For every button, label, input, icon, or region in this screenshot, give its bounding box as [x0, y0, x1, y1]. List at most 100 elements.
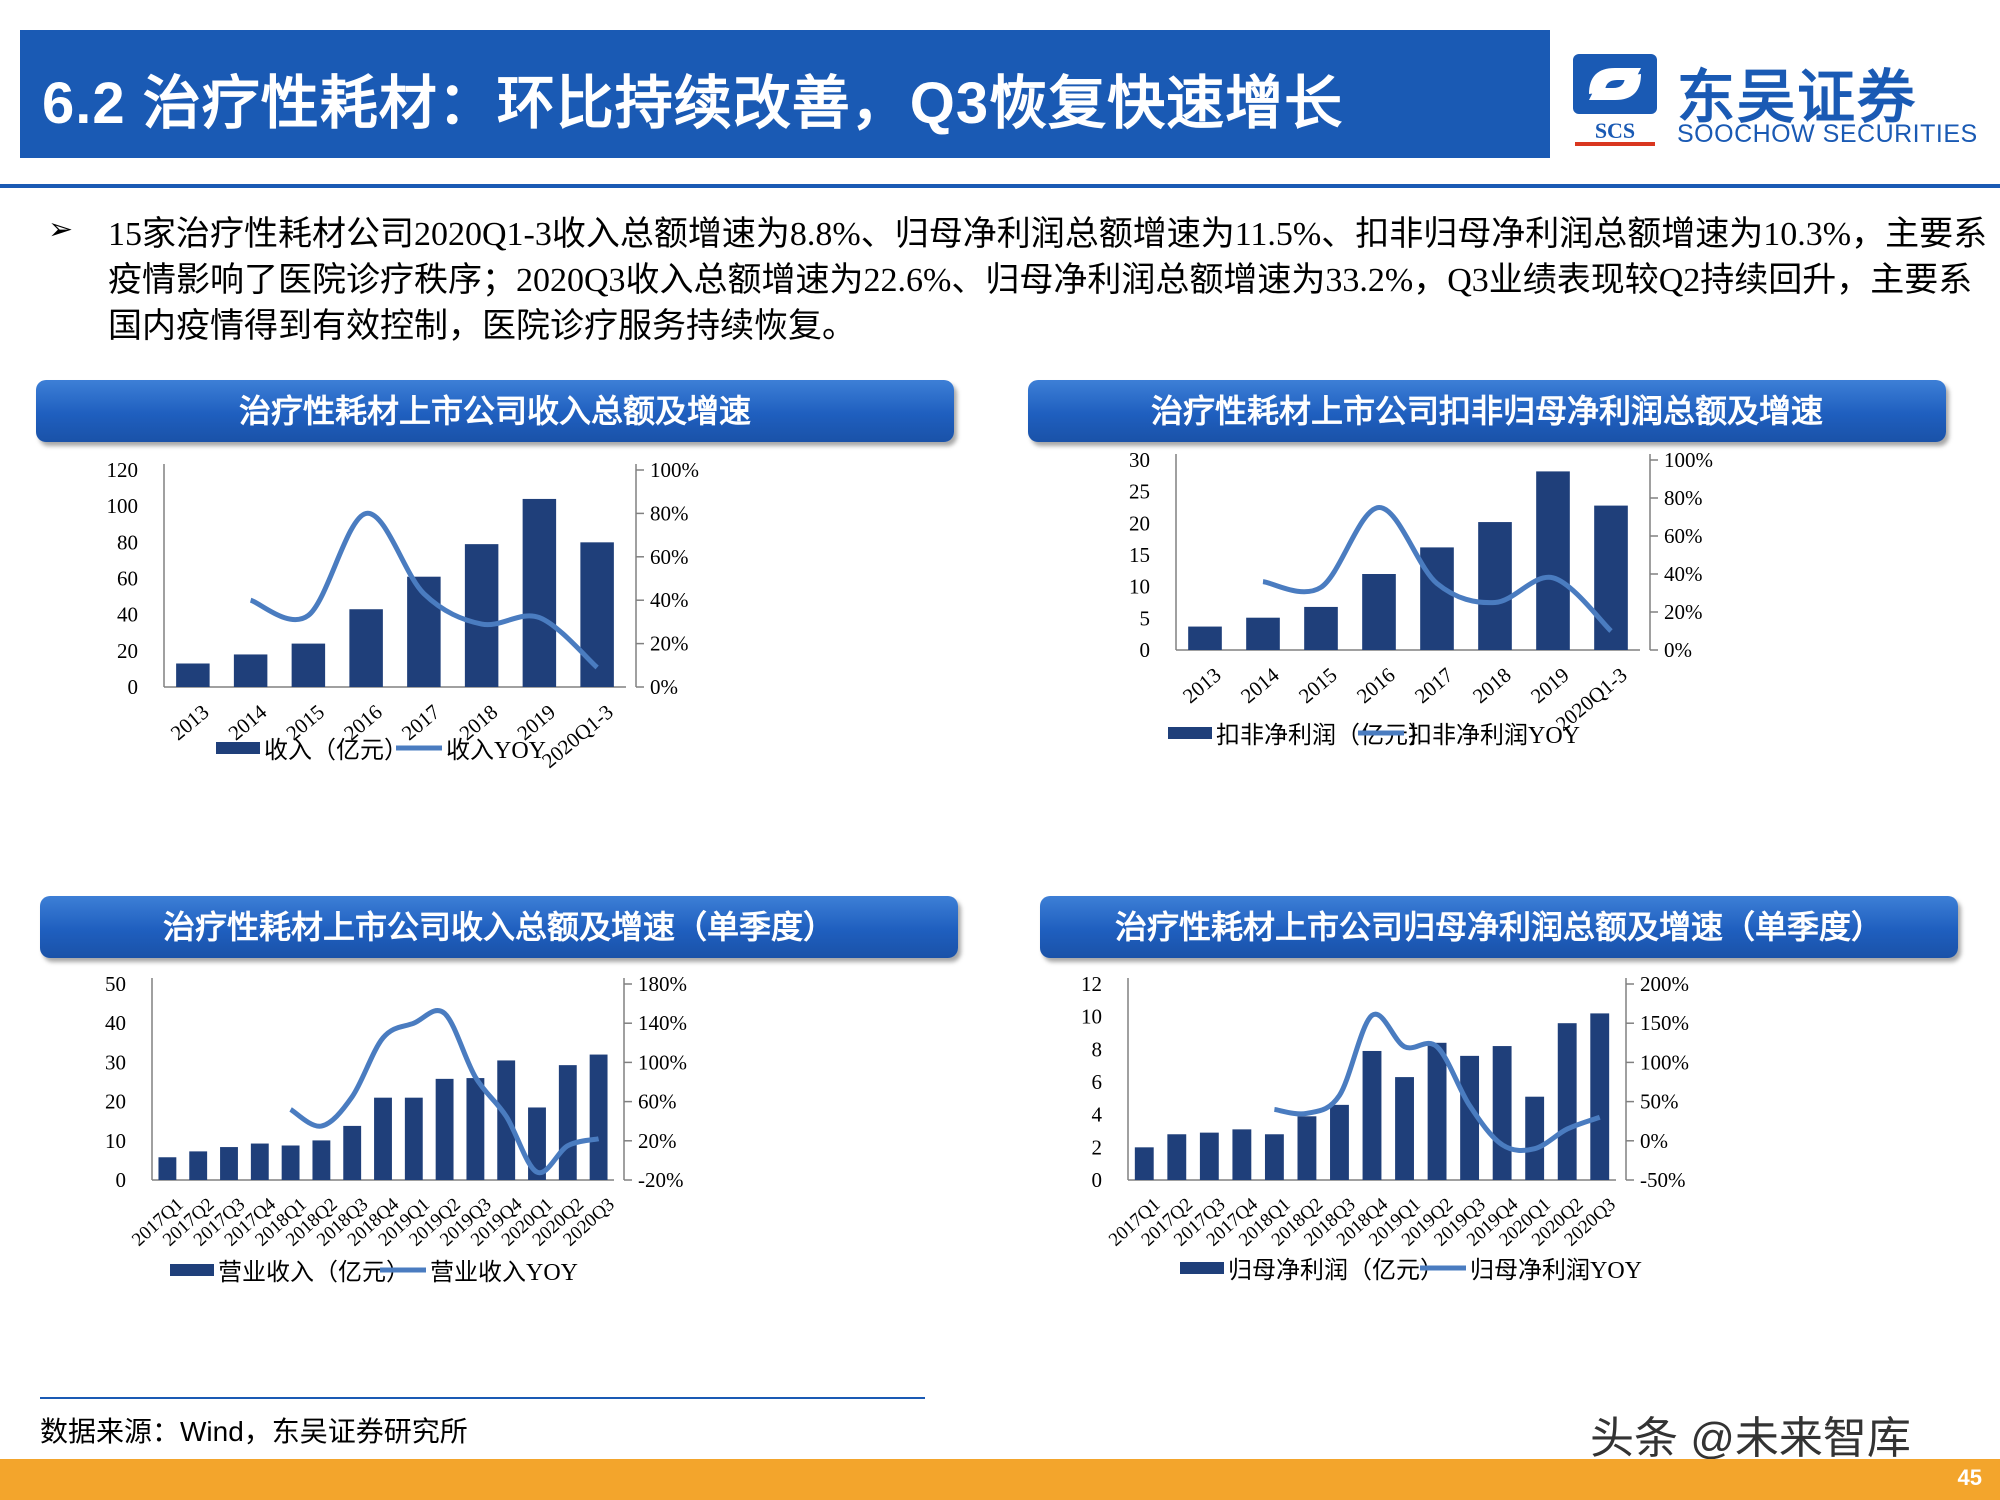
y-right-tick-label: 140%	[638, 1011, 687, 1035]
bar	[374, 1097, 392, 1180]
y-right-tick-label: 200%	[1640, 972, 1689, 996]
bar	[1536, 471, 1570, 650]
y-left-tick-label: 80	[117, 530, 138, 554]
y-right-tick-label: 60%	[1664, 524, 1703, 548]
bar	[281, 1145, 300, 1180]
y-right-tick-label: 0%	[650, 675, 678, 699]
y-left-tick-label: 40	[105, 1011, 126, 1035]
watermark: 头条 @未来智库	[1590, 1414, 1911, 1463]
logo-english-name: SOOCHOW SECURITIES	[1677, 120, 1978, 148]
x-tick-label: 2016	[1352, 663, 1400, 708]
bar	[158, 1157, 177, 1180]
chart-panel-profit-quarterly: 治疗性耗材上市公司归母净利润总额及增速（单季度） 0 2 4 6 8 10 12 -50% 0%…	[1040, 896, 1960, 1396]
y-left-tick-label: 0	[1140, 638, 1151, 662]
footer-bar: 45	[0, 1459, 2000, 1500]
y-right-tick-label: 100%	[650, 458, 699, 482]
bar	[580, 542, 614, 687]
bar	[1395, 1077, 1414, 1180]
bar	[1492, 1046, 1512, 1180]
bar	[1264, 1134, 1284, 1180]
y-left-tick-label: 15	[1129, 543, 1150, 567]
bar	[558, 1065, 577, 1180]
chart-panel-revenue-quarterly: 治疗性耗材上市公司收入总额及增速（单季度） 0 10 20 30 40 50 -20% 20%…	[40, 896, 960, 1396]
y-right-tick-label: 100%	[1640, 1050, 1689, 1074]
y-right-tick-label: 40%	[650, 588, 689, 612]
y-left-tick-label: 8	[1092, 1037, 1103, 1061]
legend-bar-swatch	[170, 1264, 214, 1276]
y-left-tick-label: 20	[117, 639, 138, 663]
y-left-tick-label: 0	[116, 1168, 127, 1192]
bar	[404, 1097, 423, 1180]
legend-label: 归母净利润（亿元）	[1228, 1257, 1444, 1284]
company-logo: SCS 东吴证券 SOOCHOW SECURITIES	[1565, 40, 1985, 160]
y-left-tick-label: 40	[117, 603, 138, 627]
series-line	[1273, 1011, 1601, 1153]
legend-label: 营业收入YOY	[430, 1259, 578, 1286]
bar	[464, 544, 499, 687]
bar	[176, 663, 210, 687]
bar	[349, 609, 383, 687]
y-right-tick-label: 80%	[1664, 486, 1703, 510]
y-left-tick-label: 30	[1129, 450, 1150, 472]
legend-label: 营业收入（亿元）	[218, 1259, 410, 1286]
chart-title: 治疗性耗材上市公司收入总额及增速	[36, 380, 954, 442]
y-left-tick-label: 10	[1129, 575, 1150, 599]
bar	[1362, 1050, 1382, 1180]
page-number: 45	[1957, 1465, 1982, 1490]
bar	[1594, 505, 1628, 650]
x-tick-label: 2013	[1178, 663, 1226, 708]
profit-quarterly-chart: 024681012-50%0%50%100%150%200%2017Q12017…	[1081, 972, 1689, 1284]
x-tick-label: 2015	[1294, 663, 1342, 708]
bar	[435, 1078, 454, 1180]
bar	[1167, 1134, 1187, 1180]
bar	[1297, 1116, 1317, 1180]
bar	[1362, 574, 1396, 650]
bar	[1199, 1132, 1219, 1180]
bar	[1188, 626, 1222, 650]
y-right-tick-label: 20%	[1664, 600, 1703, 624]
y-right-tick-label: 80%	[650, 501, 689, 525]
data-source: 数据来源：Wind，东吴证券研究所	[40, 1416, 468, 1447]
header-divider	[0, 184, 2000, 188]
x-tick-label: 2014	[1236, 662, 1284, 708]
y-left-tick-label: 0	[1092, 1168, 1103, 1192]
y-left-tick-label: 10	[1081, 1005, 1102, 1029]
series-line	[249, 510, 599, 670]
bar	[291, 643, 326, 687]
bar	[589, 1054, 608, 1180]
y-left-tick-label: 6	[1092, 1070, 1103, 1094]
bar	[1557, 1023, 1577, 1180]
bar	[522, 498, 557, 687]
soochow-logo-icon: SCS	[1573, 54, 1657, 146]
y-left-tick-label: 4	[1092, 1103, 1103, 1127]
intro-paragraph: 15家治疗性耗材公司2020Q1-3收入总额增速为8.8%、归母净利润总额增速为…	[108, 216, 1988, 345]
y-right-tick-label: 60%	[638, 1090, 677, 1114]
bar	[1134, 1147, 1154, 1180]
x-tick-label: 2019	[1526, 663, 1574, 708]
legend-bar-swatch	[1180, 1262, 1224, 1274]
chart-title: 治疗性耗材上市公司归母净利润总额及增速（单季度）	[1040, 896, 1958, 958]
legend-bar-swatch	[1168, 727, 1212, 739]
bar	[1420, 547, 1454, 650]
legend-label: 收入（亿元）	[264, 737, 408, 764]
legend-label: 收入YOY	[446, 737, 546, 764]
y-left-tick-label: 20	[105, 1090, 126, 1114]
y-right-tick-label: 0%	[1664, 638, 1692, 662]
bar	[220, 1147, 238, 1180]
source-divider	[40, 1397, 925, 1399]
revenue-quarterly-chart: 01020304050-20%20%60%100%140%180%2017Q12…	[105, 972, 687, 1286]
x-tick-label: 2013	[166, 700, 214, 745]
x-tick-label: 2018	[1468, 663, 1516, 708]
bar	[1246, 617, 1280, 650]
y-left-tick-label: 100	[107, 494, 139, 518]
y-left-tick-label: 60	[117, 567, 138, 591]
y-left-tick-label: 25	[1129, 480, 1150, 504]
y-right-tick-label: 50%	[1640, 1090, 1679, 1114]
y-right-tick-label: 180%	[638, 972, 687, 996]
y-right-tick-label: 100%	[638, 1050, 687, 1074]
x-tick-label: 2017	[1410, 663, 1458, 708]
y-right-tick-label: 60%	[650, 545, 689, 569]
bar	[1330, 1104, 1349, 1180]
y-right-tick-label: 100%	[1664, 450, 1713, 472]
